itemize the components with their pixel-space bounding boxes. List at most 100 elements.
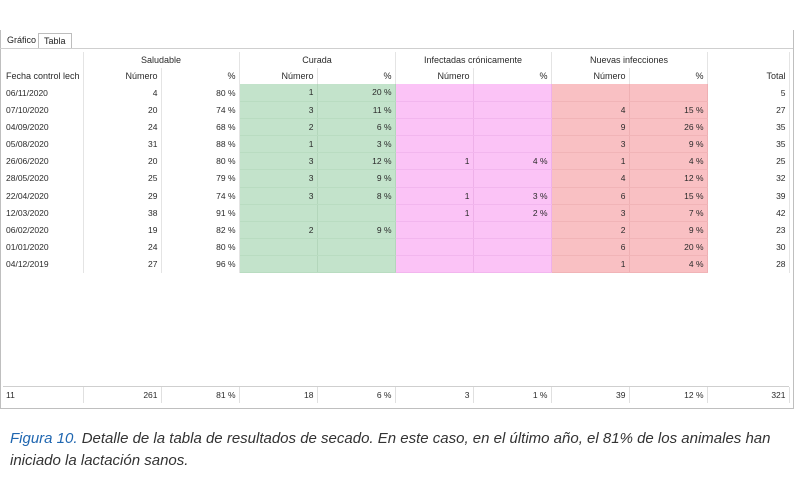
cell-nuevas-pct: 20 %	[629, 238, 708, 257]
total-nuevas-pct: 12 %	[629, 387, 708, 403]
column-header-nuevas-numero[interactable]: Número	[551, 68, 630, 85]
column-header-infectadas-numero[interactable]: Número	[395, 68, 474, 85]
column-header-total[interactable]: Total	[707, 68, 790, 85]
cell-fecha: 06/02/2020	[3, 221, 84, 239]
column-header-nuevas-pct[interactable]: %	[629, 68, 708, 85]
cell-infectadas-pct	[473, 135, 552, 154]
cell-infectadas-numero	[395, 118, 474, 136]
cell-saludable-pct: 74 %	[161, 187, 240, 205]
table-row[interactable]: 07/10/2020 20 74 % 3 11 % 4 15 % 27	[3, 101, 790, 119]
cell-curada-numero: 1	[239, 84, 318, 102]
cell-infectadas-pct: 4 %	[473, 152, 552, 171]
tab-grafico[interactable]: Gráfico	[7, 35, 37, 45]
group-header-row: Saludable Curada Infectadas crónicamente…	[3, 52, 790, 69]
cell-fecha: 05/08/2020	[3, 135, 84, 153]
table-row[interactable]: 06/11/2020 4 80 % 1 20 % 5	[3, 84, 790, 102]
cell-saludable-pct: 74 %	[161, 101, 240, 119]
table-row[interactable]: 04/09/2020 24 68 % 2 6 % 9 26 % 35	[3, 118, 790, 136]
cell-saludable-numero: 27	[83, 255, 162, 273]
cell-saludable-pct: 82 %	[161, 221, 240, 239]
cell-nuevas-pct: 4 %	[629, 152, 708, 171]
table-row[interactable]: 12/03/2020 38 91 % 1 2 % 3 7 % 42	[3, 204, 790, 222]
total-nuevas-numero: 39	[551, 387, 630, 403]
cell-nuevas-numero: 3	[551, 135, 630, 154]
cell-nuevas-numero: 2	[551, 221, 630, 240]
cell-curada-numero	[239, 255, 318, 274]
cell-infectadas-pct	[473, 255, 552, 274]
table-footer: 11 261 81 % 18 6 % 3 1 % 39 12 % 321	[3, 386, 790, 405]
cell-saludable-numero: 19	[83, 221, 162, 239]
cell-curada-pct: 12 %	[317, 152, 396, 171]
total-infectadas-pct: 1 %	[473, 387, 552, 403]
cell-curada-pct: 9 %	[317, 169, 396, 188]
cell-saludable-numero: 24	[83, 238, 162, 256]
cell-fecha: 12/03/2020	[3, 204, 84, 222]
cell-nuevas-numero: 9	[551, 118, 630, 136]
total-saludable-numero: 261	[83, 387, 162, 403]
cell-curada-numero: 1	[239, 135, 318, 154]
cell-infectadas-numero	[395, 255, 474, 274]
column-header-row: Fecha control lech Número % Número % Núm…	[3, 68, 790, 85]
table-row[interactable]: 26/06/2020 20 80 % 3 12 % 1 4 % 1 4 % 25	[3, 152, 790, 171]
group-header-curada: Curada	[239, 52, 396, 69]
cell-saludable-numero: 29	[83, 187, 162, 205]
cell-infectadas-pct: 2 %	[473, 204, 552, 222]
column-header-curada-numero[interactable]: Número	[239, 68, 318, 85]
table-row[interactable]: 01/01/2020 24 80 % 6 20 % 30	[3, 238, 790, 257]
table-row[interactable]: 04/12/2019 27 96 % 1 4 % 28	[3, 255, 790, 274]
table-row[interactable]: 28/05/2020 25 79 % 3 9 % 4 12 % 32	[3, 169, 790, 188]
cell-saludable-pct: 80 %	[161, 152, 240, 170]
empty-header-cell	[3, 52, 84, 69]
cell-nuevas-numero: 6	[551, 238, 630, 257]
cell-fecha: 01/01/2020	[3, 238, 84, 256]
cell-fecha: 26/06/2020	[3, 152, 84, 170]
cell-total: 30	[707, 238, 790, 256]
column-header-saludable-numero[interactable]: Número	[83, 68, 162, 85]
table-row[interactable]: 06/02/2020 19 82 % 2 9 % 2 9 % 23	[3, 221, 790, 240]
cell-total: 39	[707, 187, 790, 205]
cell-infectadas-numero: 1	[395, 152, 474, 171]
cell-nuevas-numero: 1	[551, 152, 630, 171]
cell-nuevas-pct: 15 %	[629, 187, 708, 205]
total-infectadas-numero: 3	[395, 387, 474, 403]
figure-caption: Figura 10. Detalle de la tabla de result…	[10, 428, 790, 472]
cell-nuevas-pct: 9 %	[629, 135, 708, 154]
group-header-infectadas: Infectadas crónicamente	[395, 52, 552, 69]
column-header-fecha[interactable]: Fecha control lech	[3, 68, 84, 85]
cell-curada-pct: 6 %	[317, 118, 396, 136]
cell-curada-numero: 3	[239, 187, 318, 205]
cell-saludable-pct: 88 %	[161, 135, 240, 153]
table-row[interactable]: 22/04/2020 29 74 % 3 8 % 1 3 % 6 15 % 39	[3, 187, 790, 205]
total-saludable-pct: 81 %	[161, 387, 240, 403]
cell-total: 5	[707, 84, 790, 102]
cell-saludable-numero: 20	[83, 152, 162, 170]
cell-fecha: 28/05/2020	[3, 169, 84, 187]
cell-curada-pct	[317, 238, 396, 257]
cell-total: 32	[707, 169, 790, 187]
cell-infectadas-pct	[473, 118, 552, 136]
table-body: 06/11/2020 4 80 % 1 20 % 5 07/10/2020 20 74 % 3 11…	[3, 84, 790, 274]
column-header-infectadas-pct[interactable]: %	[473, 68, 552, 85]
cell-nuevas-pct	[629, 84, 708, 102]
cell-nuevas-numero: 3	[551, 204, 630, 222]
cell-curada-numero: 3	[239, 101, 318, 119]
column-header-saludable-pct[interactable]: %	[161, 68, 240, 85]
cell-curada-pct: 11 %	[317, 101, 396, 119]
totals-row: 11 261 81 % 18 6 % 3 1 % 39 12 % 321	[3, 387, 790, 403]
tab-tabla[interactable]: Tabla	[38, 33, 72, 49]
cell-nuevas-pct: 15 %	[629, 101, 708, 119]
cell-infectadas-numero: 1	[395, 204, 474, 222]
cell-nuevas-pct: 12 %	[629, 169, 708, 188]
total-curada-pct: 6 %	[317, 387, 396, 403]
cell-saludable-numero: 38	[83, 204, 162, 222]
cell-nuevas-pct: 7 %	[629, 204, 708, 222]
cell-total: 23	[707, 221, 790, 239]
figure-label: Figura 10.	[10, 430, 78, 447]
column-header-curada-pct[interactable]: %	[317, 68, 396, 85]
cell-curada-pct: 8 %	[317, 187, 396, 205]
cell-infectadas-numero	[395, 84, 474, 102]
table-row[interactable]: 05/08/2020 31 88 % 1 3 % 3 9 % 35	[3, 135, 790, 154]
cell-fecha: 22/04/2020	[3, 187, 84, 205]
cell-infectadas-numero	[395, 221, 474, 240]
cell-saludable-numero: 20	[83, 101, 162, 119]
